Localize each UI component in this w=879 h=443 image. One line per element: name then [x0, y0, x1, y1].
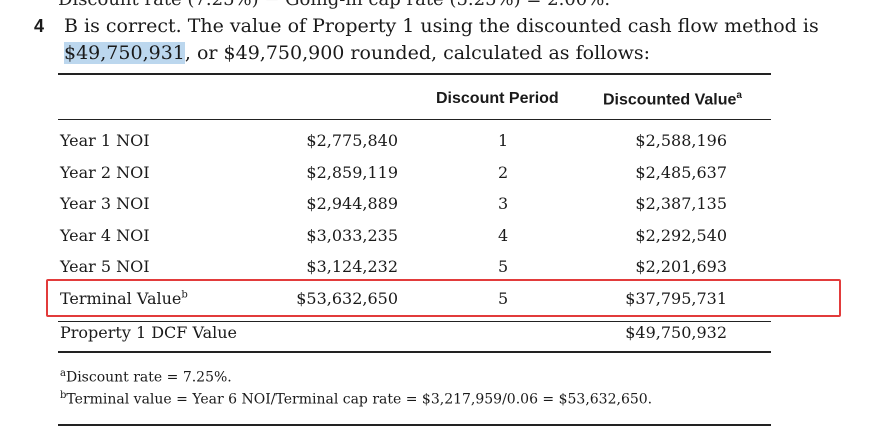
row-discount-period: 1: [498, 131, 509, 150]
total-row: Property 1 DCF Value $49,750,932: [58, 317, 771, 348]
table-row: Year 2 NOI $2,859,119 2 $2,485,637: [58, 157, 771, 188]
table-row: Year 3 NOI $2,944,889 3 $2,387,135: [58, 188, 771, 219]
footnote-b-marker: b: [60, 390, 67, 401]
row-label: Year 3 NOI: [60, 194, 150, 213]
total-value: $49,750,932: [625, 323, 727, 342]
row-label-text: Year 2 NOI: [60, 163, 150, 182]
total-label: Property 1 DCF Value: [60, 323, 237, 342]
header-discounted-value: Discounted Valuea: [603, 90, 742, 109]
table-row: Year 5 NOI $3,124,232 5 $2,201,693: [58, 251, 771, 282]
answer-sentence-start: B is correct. The value of Property 1 us…: [64, 15, 819, 37]
row-label-text: Year 5 NOI: [60, 257, 150, 276]
row-label-text: Terminal Value: [60, 289, 182, 308]
footnote-b-text: Terminal value = Year 6 NOI/Terminal cap…: [66, 391, 653, 408]
answer-sentence-end: , or $49,750,900 rounded, calculated as …: [184, 42, 651, 64]
row-discounted-value: $2,292,540: [635, 226, 727, 245]
row-discounted-value: $2,201,693: [635, 257, 727, 276]
table-row: Year 1 NOI $2,775,840 1 $2,588,196: [58, 125, 771, 156]
row-amount: $2,859,119: [306, 163, 398, 182]
row-label: Terminal Valueb: [60, 289, 188, 308]
row-amount: $3,033,235: [306, 226, 398, 245]
row-discount-period: 3: [498, 194, 509, 213]
row-amount: $53,632,650: [296, 289, 398, 308]
row-discounted-value: $37,795,731: [625, 289, 727, 308]
footnote-bottom-rule: [58, 424, 771, 426]
question-number: 4: [34, 16, 45, 36]
row-label: Year 4 NOI: [60, 226, 150, 245]
row-discount-period: 4: [498, 226, 509, 245]
table-bottom-rule: [58, 351, 771, 353]
row-discount-period: 5: [498, 257, 509, 276]
row-discount-period: 2: [498, 163, 509, 182]
row-label: Year 5 NOI: [60, 257, 150, 276]
footnote-b: bTerminal value = Year 6 NOI/Terminal ca…: [60, 390, 652, 408]
table-top-rule: [58, 73, 771, 75]
table-row: Year 4 NOI $3,033,235 4 $2,292,540: [58, 220, 771, 251]
footnote-a-marker: a: [60, 368, 66, 379]
row-footnote-marker: b: [181, 289, 188, 301]
row-label-text: Year 1 NOI: [60, 131, 150, 150]
row-amount: $2,775,840: [306, 131, 398, 150]
footnote-a: aDiscount rate = 7.25%.: [60, 368, 232, 386]
answer-paragraph: B is correct. The value of Property 1 us…: [64, 13, 864, 67]
row-discount-period: 5: [498, 289, 509, 308]
footnote-a-text: Discount rate = 7.25%.: [65, 369, 232, 386]
row-label: Year 2 NOI: [60, 163, 150, 182]
row-label-text: Year 3 NOI: [60, 194, 150, 213]
cut-off-previous-line: Discount rate (7.25%) − Going-in cap rat…: [58, 0, 610, 10]
header-rule: [58, 119, 771, 120]
header-footnote-marker: a: [736, 90, 742, 101]
table-row: Terminal Valueb $53,632,650 5 $37,795,731: [58, 283, 771, 314]
header-discounted-value-label: Discounted Value: [603, 91, 737, 109]
row-amount: $3,124,232: [306, 257, 398, 276]
terminal-value-annotation-box: [46, 279, 841, 317]
highlighted-value[interactable]: $49,750,931: [64, 42, 185, 64]
row-discounted-value: $2,588,196: [635, 131, 727, 150]
row-label: Year 1 NOI: [60, 131, 150, 150]
total-rule: [58, 321, 771, 322]
row-discounted-value: $2,387,135: [635, 194, 727, 213]
row-discounted-value: $2,485,637: [635, 163, 727, 182]
row-amount: $2,944,889: [306, 194, 398, 213]
header-discount-period: Discount Period: [436, 90, 559, 107]
row-label-text: Year 4 NOI: [60, 226, 150, 245]
